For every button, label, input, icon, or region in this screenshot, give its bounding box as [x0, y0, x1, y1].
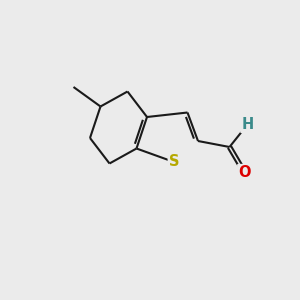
Text: O: O — [238, 165, 251, 180]
Text: S: S — [169, 154, 179, 169]
Text: H: H — [242, 117, 254, 132]
